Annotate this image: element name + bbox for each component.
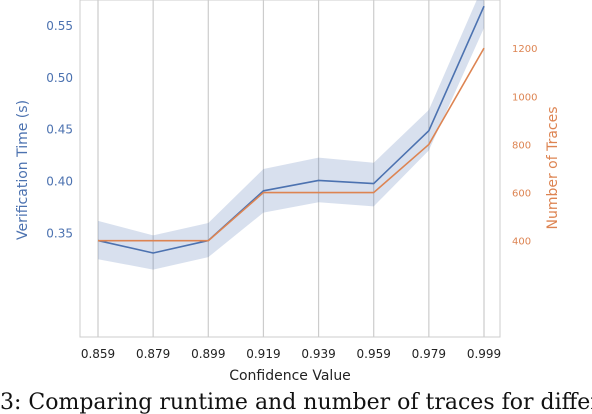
x-tick-label: 0.899: [191, 347, 225, 361]
x-tick-label: 0.859: [81, 347, 115, 361]
grid-lines: [97, 0, 485, 337]
x-tick-label: 0.999: [467, 347, 501, 361]
x-tick-label: 0.959: [357, 347, 391, 361]
x-tick-label: 0.879: [136, 347, 170, 361]
y-tick-label-right: 600: [512, 189, 531, 200]
y-tick-label-left: 0.45: [46, 123, 73, 137]
series-line-left: [97, 5, 485, 254]
y-tick-labels-right: 400 600 800 1000 1200: [512, 44, 537, 248]
series-line-right: [98, 47, 485, 242]
figure-caption: 3: Comparing runtime and number of trace…: [0, 392, 592, 414]
y-tick-label-left: 0.35: [46, 226, 73, 240]
y-tick-labels-left: 0.35 0.40 0.45 0.50 0.55: [46, 19, 73, 240]
x-tick-label: 0.919: [246, 347, 280, 361]
series-lines-layer: [97, 5, 485, 254]
y-tick-label-right: 1000: [512, 92, 537, 103]
confidence-band-layer: [98, 0, 484, 270]
x-tick-label: 0.979: [412, 347, 446, 361]
y-tick-label-left: 0.50: [46, 71, 73, 85]
plot-frame: [79, 0, 501, 338]
y-tick-label-right: 1200: [512, 44, 537, 55]
y-tick-label-right: 800: [512, 140, 531, 151]
x-axis-title: Confidence Value: [229, 368, 351, 384]
x-tick-labels: 0.859 0.879 0.899 0.919 0.939 0.959 0.979 0.999: [81, 347, 501, 361]
y-axis-title-left: Verification Time (s): [15, 100, 31, 240]
confidence-band: [98, 0, 484, 270]
y-tick-label-right: 400: [512, 237, 531, 248]
y-tick-label-left: 0.55: [46, 19, 73, 33]
x-tick-label: 0.939: [301, 347, 335, 361]
y-axis-title-right: Number of Traces: [545, 106, 561, 229]
y-tick-label-left: 0.40: [46, 174, 73, 188]
